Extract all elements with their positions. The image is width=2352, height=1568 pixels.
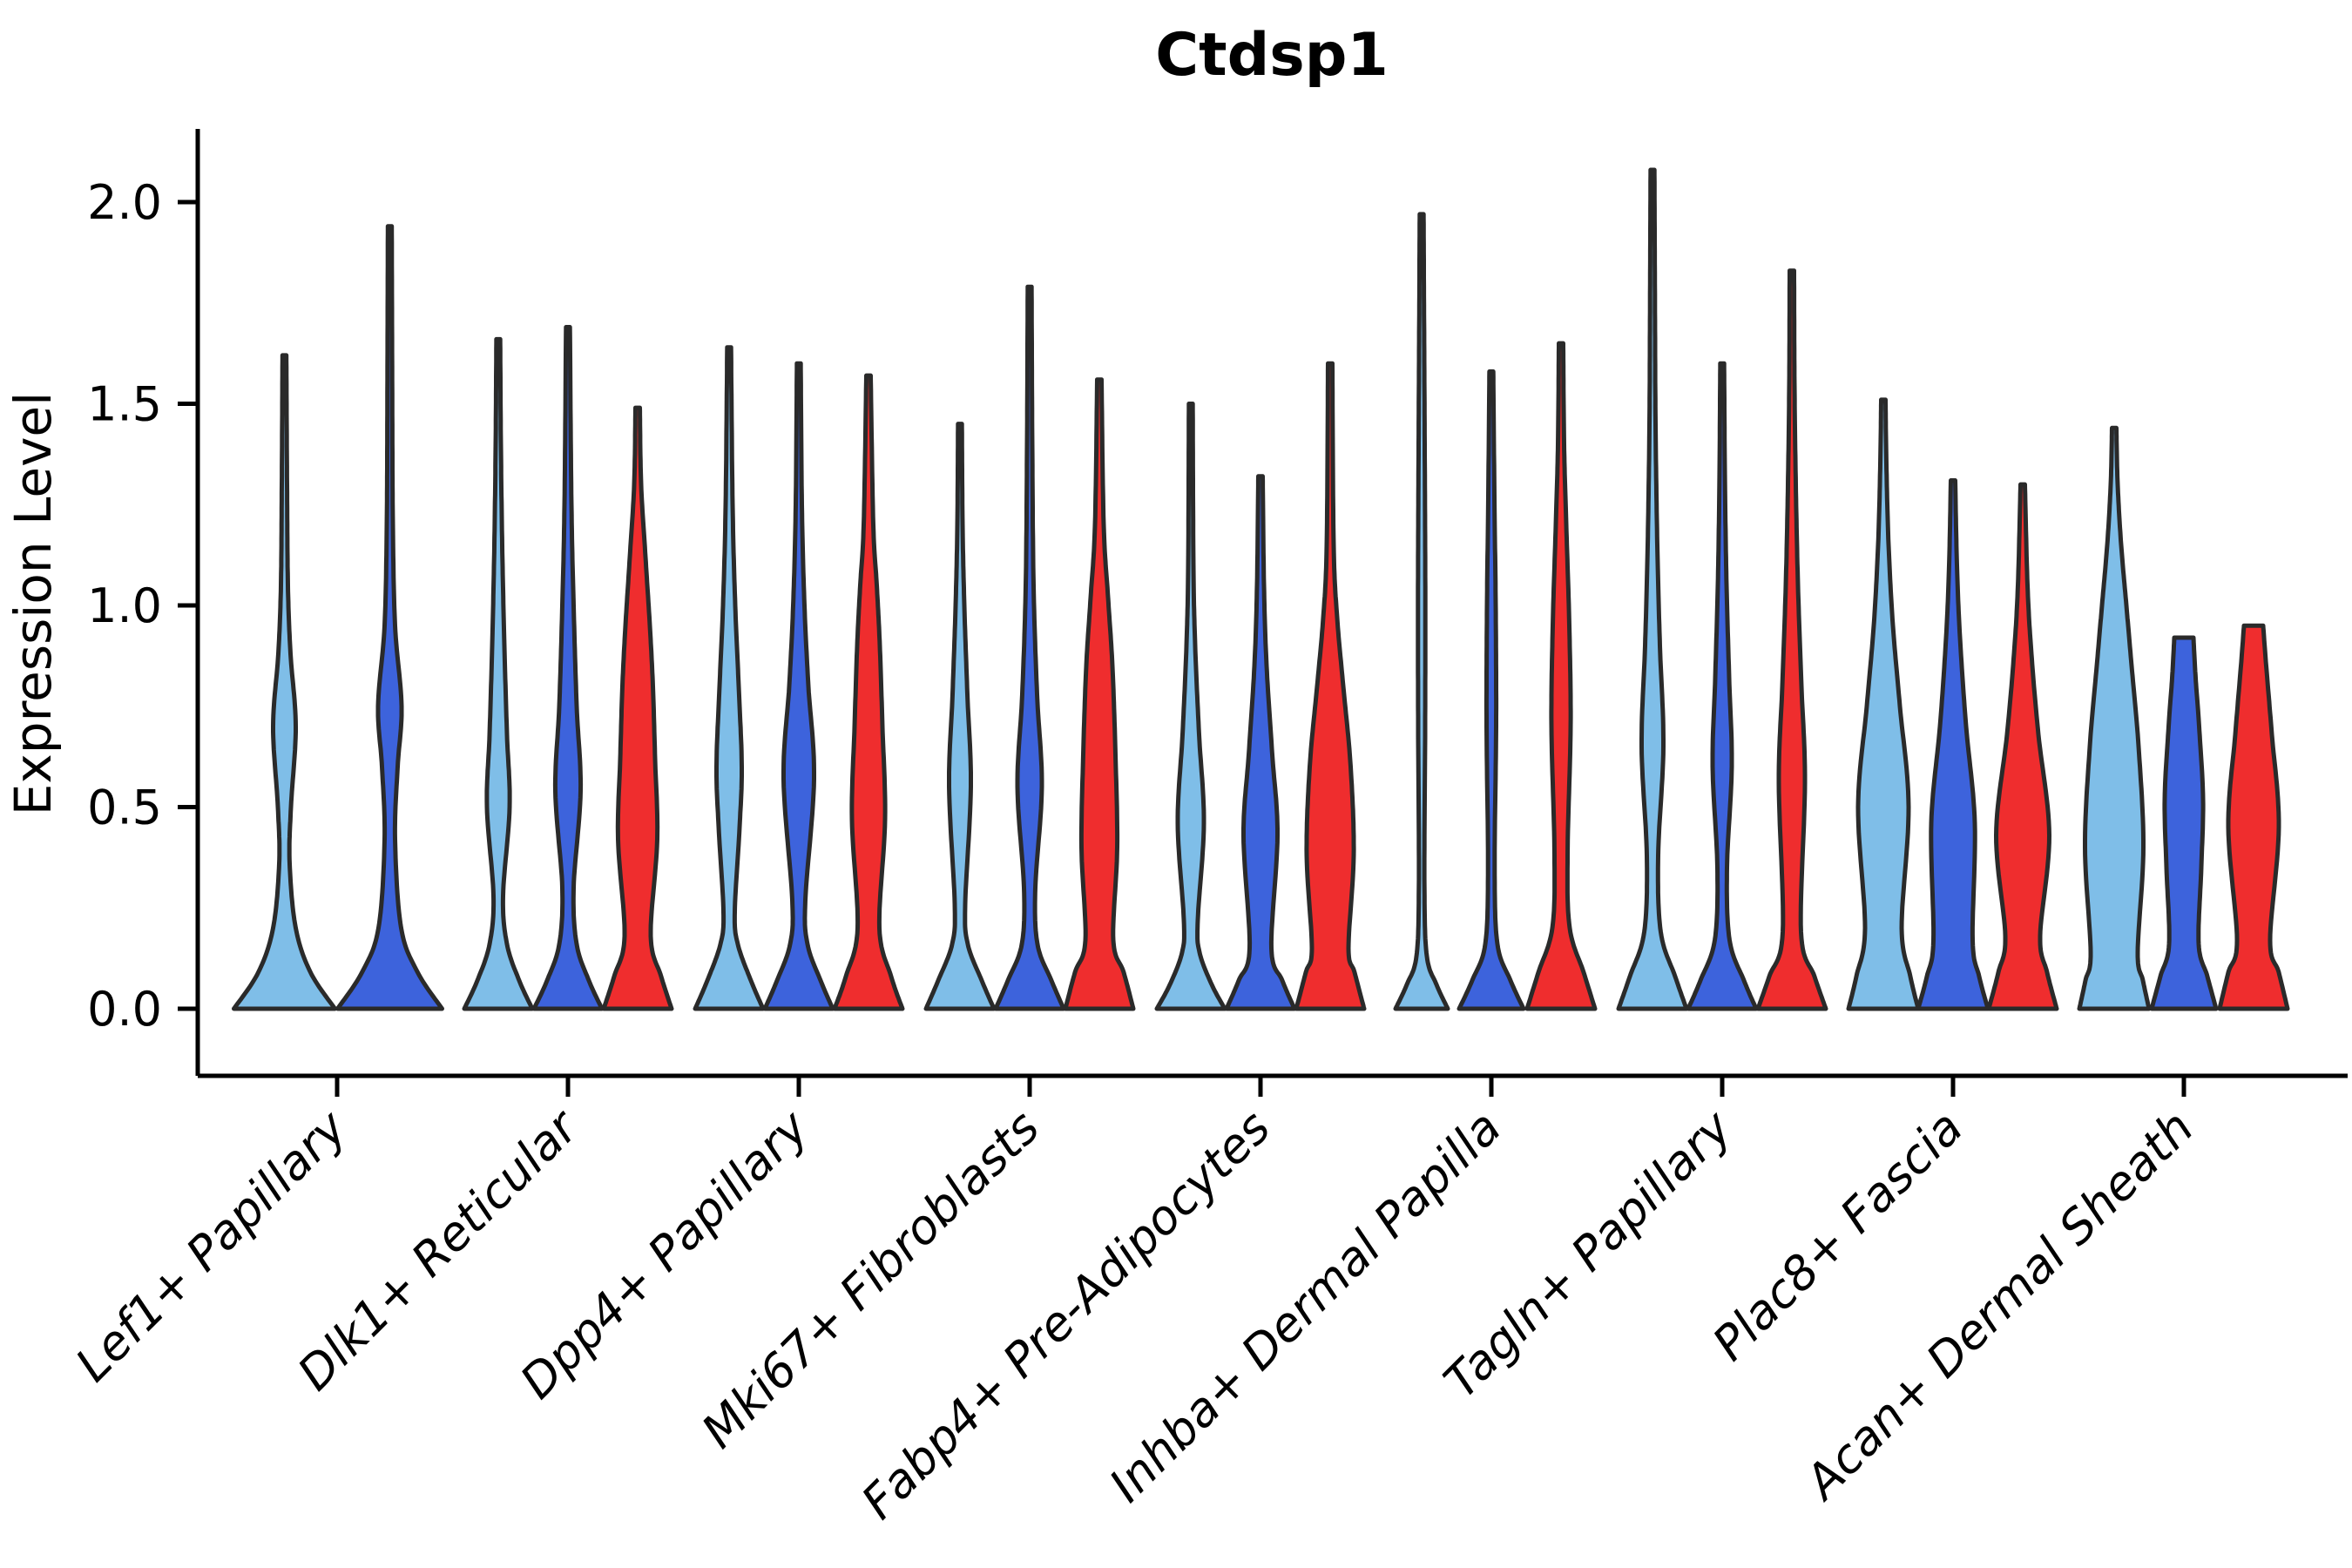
violin-8-royal_blue	[2149, 635, 2219, 1011]
violin-2-royal_blue	[762, 361, 835, 1011]
y-tick-label: 0.0	[87, 982, 162, 1037]
violin-3-royal_blue	[993, 284, 1066, 1011]
violin-1-royal_blue	[531, 325, 605, 1011]
violin-5-red	[1524, 341, 1598, 1011]
y-tick-label: 1.0	[87, 578, 162, 633]
y-axis-label: Expression Level	[3, 392, 63, 815]
violins-layer	[232, 167, 2290, 1011]
y-tick-label: 2.0	[87, 175, 162, 230]
x-tick-label: Plac8+ Fascia	[1702, 1100, 1973, 1371]
violin-0-royal_blue	[335, 224, 444, 1011]
violin-6-red	[1755, 268, 1828, 1011]
violin-5-royal_blue	[1456, 369, 1526, 1011]
x-tick-label: Acan+ Dermal Sheath	[1793, 1100, 2204, 1511]
violin-7-royal_blue	[1916, 478, 1990, 1011]
y-tick-label: 1.5	[87, 377, 162, 432]
violin-0-light_blue	[232, 353, 337, 1011]
x-tick-label: Fabp4+ Pre-Adipocytes	[851, 1100, 1281, 1530]
violin-4-royal_blue	[1224, 474, 1297, 1011]
x-tick-label: Inhba+ Dermal Papilla	[1098, 1100, 1511, 1513]
y-tick-label: 0.5	[87, 781, 162, 835]
violin-7-light_blue	[1846, 397, 1921, 1011]
violin-2-red	[832, 373, 905, 1011]
violin-1-light_blue	[462, 336, 535, 1011]
violin-7-red	[1986, 482, 2059, 1011]
violin-4-light_blue	[1154, 402, 1227, 1011]
violin-6-light_blue	[1616, 167, 1689, 1011]
y-axis-ticks: 0.0 0.5 1.0 1.5 2.0	[87, 175, 197, 1037]
violin-8-red	[2217, 623, 2290, 1011]
chart-title: Ctdsp1	[1155, 21, 1389, 90]
violin-3-light_blue	[923, 422, 997, 1011]
violin-5-light_blue	[1393, 212, 1450, 1011]
violin-8-light_blue	[2077, 425, 2152, 1011]
violin-1-red	[601, 405, 674, 1011]
violin-6-royal_blue	[1686, 361, 1759, 1011]
violin-2-light_blue	[693, 345, 766, 1011]
violin-3-red	[1063, 377, 1136, 1011]
violin-4-red	[1294, 361, 1367, 1011]
